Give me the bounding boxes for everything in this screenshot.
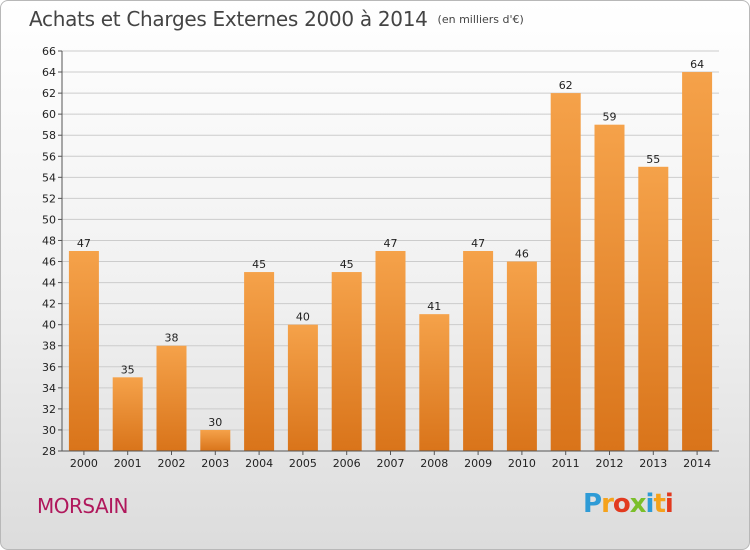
bar-value-label: 64 — [690, 58, 704, 71]
bar — [68, 251, 99, 451]
bar-value-label: 62 — [559, 79, 573, 92]
logo-letter: t — [653, 489, 665, 519]
chart-title: Achats et Charges Externes 2000 à 2014 (e… — [29, 7, 524, 31]
chart-title-text: Achats et Charges Externes 2000 à 2014 — [29, 7, 428, 31]
y-tick-label: 38 — [42, 340, 56, 353]
bar — [156, 345, 187, 451]
y-tick-label: 44 — [42, 277, 56, 290]
bar — [244, 272, 275, 451]
y-tick-label: 30 — [42, 424, 56, 437]
bar — [506, 261, 537, 451]
x-tick-label: 2003 — [201, 457, 229, 470]
bar — [112, 377, 143, 451]
y-tick-label: 64 — [42, 66, 56, 79]
bars: 47 35 38 30 45 40 45 47 41 47 46 62 59 55 64 — [68, 58, 713, 452]
logo-letter: i — [645, 489, 655, 519]
bar-value-label: 35 — [121, 363, 135, 376]
commune-name: MORSAIN — [37, 494, 129, 518]
bar — [331, 272, 362, 451]
y-tick-label: 66 — [42, 45, 56, 58]
bar — [200, 429, 231, 451]
x-tick-label: 2001 — [114, 457, 142, 470]
bar-value-label: 47 — [384, 237, 398, 250]
x-tick-label: 2014 — [683, 457, 711, 470]
bar-value-label: 46 — [515, 248, 529, 261]
x-tick-label: 2009 — [464, 457, 492, 470]
x-tick-label: 2008 — [420, 457, 448, 470]
bar — [594, 124, 625, 452]
bar-value-label: 45 — [252, 258, 266, 271]
y-tick-label: 62 — [42, 87, 56, 100]
y-tick-label: 46 — [42, 256, 56, 269]
x-tick-label: 2010 — [508, 457, 536, 470]
y-tick-label: 50 — [42, 213, 56, 226]
bar — [638, 166, 669, 451]
x-tick-label: 2005 — [289, 457, 317, 470]
bar-value-label: 59 — [603, 111, 617, 124]
x-tick-label: 2002 — [158, 457, 186, 470]
y-tick-label: 48 — [42, 234, 56, 247]
bar — [287, 324, 318, 451]
y-tick-label: 54 — [42, 171, 56, 184]
bar-value-label: 41 — [427, 300, 441, 313]
x-tick-label: 2006 — [333, 457, 361, 470]
axes: 28 30 32 34 36 38 40 42 44 46 48 50 52 54 56 58 60 62 64 66… — [42, 45, 719, 470]
y-tick-label: 40 — [42, 319, 56, 332]
y-tick-label: 56 — [42, 150, 56, 163]
y-tick-label: 42 — [42, 298, 56, 311]
bar-value-label: 47 — [77, 237, 91, 250]
logo-letter: P — [583, 489, 602, 519]
bar — [463, 251, 494, 451]
x-tick-label: 2004 — [245, 457, 273, 470]
y-tick-label: 34 — [42, 382, 56, 395]
y-tick-label: 28 — [42, 445, 56, 458]
bar-value-label: 38 — [165, 332, 179, 345]
x-tick-label: 2011 — [552, 457, 580, 470]
x-tick-label: 2000 — [70, 457, 98, 470]
x-tick-label: 2012 — [596, 457, 624, 470]
bar — [419, 314, 450, 451]
x-tick-label: 2013 — [639, 457, 667, 470]
bar — [682, 72, 713, 451]
proxiti-logo[interactable]: Proxiti — [583, 489, 674, 519]
logo-letter: o — [612, 489, 631, 519]
x-tick-label: 2007 — [377, 457, 405, 470]
logo-letter: i — [664, 489, 674, 519]
y-tick-label: 32 — [42, 403, 56, 416]
bar-value-label: 47 — [471, 237, 485, 250]
chart-unit-label: (en milliers d'€) — [437, 13, 524, 26]
bar-value-label: 55 — [646, 153, 660, 166]
bar — [550, 93, 581, 452]
y-tick-label: 58 — [42, 129, 56, 142]
y-tick-label: 52 — [42, 192, 56, 205]
y-tick-label: 36 — [42, 361, 56, 374]
y-tick-label: 60 — [42, 108, 56, 121]
logo-letter: x — [629, 489, 647, 519]
bar-value-label: 30 — [208, 416, 222, 429]
bar-value-label: 40 — [296, 311, 310, 324]
bar-value-label: 45 — [340, 258, 354, 271]
bar — [375, 251, 406, 451]
logo-letter: r — [601, 489, 614, 519]
